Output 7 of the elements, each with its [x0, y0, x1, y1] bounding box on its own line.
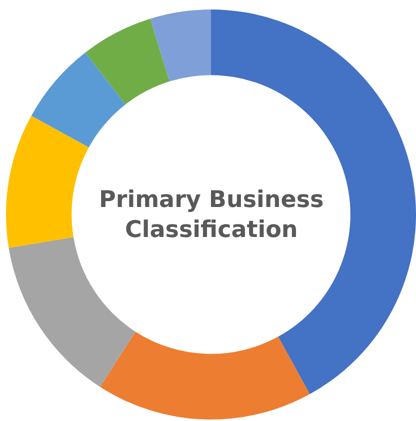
donut-slice — [6, 116, 89, 248]
donut-slice — [8, 237, 136, 387]
donut-slice — [150, 10, 211, 82]
donut-slice — [100, 332, 310, 420]
donut-slice — [85, 18, 170, 104]
text: Primary Business Classification — [99, 187, 324, 243]
donut-slice — [31, 52, 126, 148]
